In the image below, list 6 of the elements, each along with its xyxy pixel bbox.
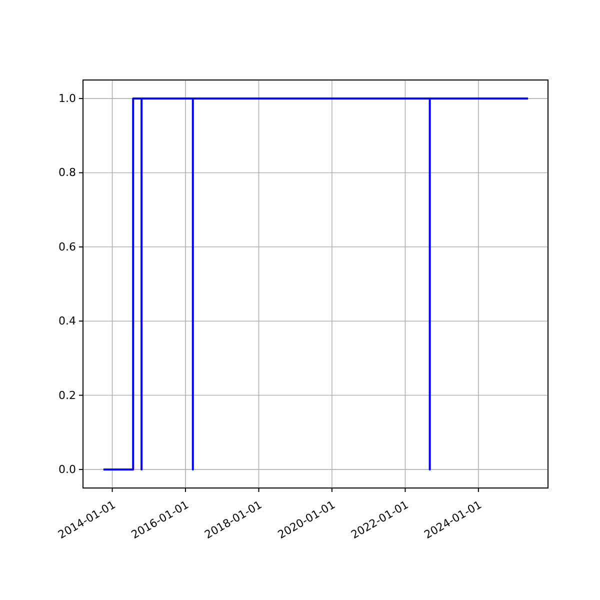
y-tick-label: 1.0 bbox=[58, 92, 76, 106]
y-tick-label: 0.2 bbox=[58, 388, 76, 402]
y-tick-label: 0.0 bbox=[58, 462, 76, 476]
y-tick-label: 0.6 bbox=[58, 240, 76, 254]
y-tick-label: 0.4 bbox=[58, 314, 76, 328]
y-tick-label: 0.8 bbox=[58, 166, 76, 180]
